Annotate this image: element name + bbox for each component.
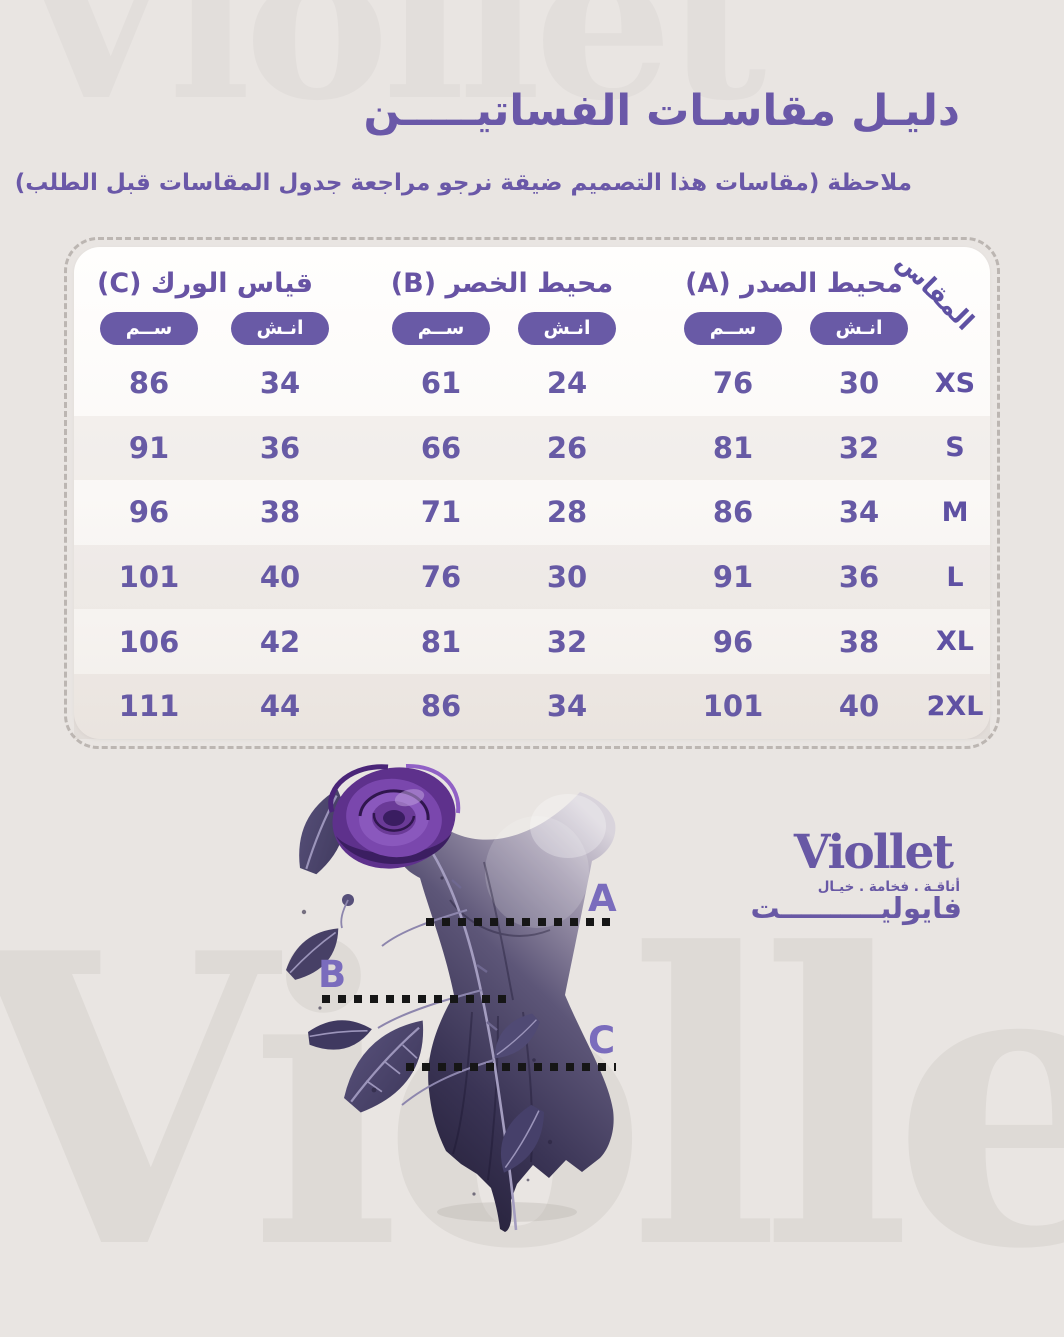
waist-inch-value: 34 <box>546 689 588 724</box>
table-row-xs: XS 30 76 24 61 34 86 <box>74 351 990 416</box>
column-group-hips: قياس الورك (C) <box>96 267 314 299</box>
hips-inch-value: 40 <box>259 560 301 595</box>
hips-inch-value: 44 <box>259 689 301 724</box>
table-unit-row: انـش ســم انـش ســم انـش ســم <box>74 305 990 351</box>
size-table: المقاس محيط الصدر (A) محيط الخصر (B) قيا… <box>64 237 1000 749</box>
waist-inch-value: 30 <box>546 560 588 595</box>
size-note: ملاحظة (مقاسات هذا التصميم ضيقة نرجو مرا… <box>14 170 912 196</box>
size-label: L <box>946 561 964 593</box>
measurement-label-waist: B <box>318 953 347 996</box>
table-card: المقاس محيط الصدر (A) محيط الخصر (B) قيا… <box>74 247 990 739</box>
hips-cm-value: 86 <box>128 366 170 401</box>
rose-leaves <box>286 789 544 1173</box>
waist-cm-value: 71 <box>420 495 462 530</box>
chest-cm-value: 96 <box>712 624 754 659</box>
measurement-line-waist <box>322 995 514 1003</box>
hips-inch-value: 36 <box>259 430 301 465</box>
hips-inch-value: 38 <box>259 495 301 530</box>
column-group-waist: محيط الخصر (B) <box>390 267 614 299</box>
chest-cm-value: 101 <box>702 689 764 724</box>
unit-pill-chest-inch: انـش <box>810 311 908 345</box>
waist-inch-value: 32 <box>546 624 588 659</box>
waist-cm-value: 66 <box>420 430 462 465</box>
chest-inch-value: 38 <box>838 624 880 659</box>
chest-cm-value: 86 <box>712 495 754 530</box>
unit-pill-waist-inch: انـش <box>518 311 616 345</box>
hips-inch-value: 42 <box>259 624 301 659</box>
size-label: XS <box>934 367 976 399</box>
size-label: M <box>941 496 969 528</box>
table-row-l: L 36 91 30 76 40 101 <box>74 544 990 610</box>
hips-inch-value: 34 <box>259 366 301 401</box>
measurement-label-chest: A <box>588 877 617 920</box>
table-row-m: M 34 86 28 71 38 96 <box>74 480 990 545</box>
chest-cm-value: 76 <box>712 366 754 401</box>
brand-tagline: أناقـة . فخامة . خيـال <box>817 879 960 896</box>
table-row-2xl: 2XL 40 101 34 86 44 111 <box>74 673 990 739</box>
unit-pill-waist-cm: ســم <box>392 311 490 345</box>
chest-inch-value: 34 <box>838 495 880 530</box>
chest-inch-value: 30 <box>838 366 880 401</box>
waist-cm-value: 81 <box>420 624 462 659</box>
waist-cm-value: 76 <box>420 560 462 595</box>
waist-inch-value: 28 <box>546 495 588 530</box>
measurement-label-hips: C <box>588 1019 616 1062</box>
chest-inch-value: 32 <box>838 430 880 465</box>
unit-pill-hips-inch: انـش <box>231 311 329 345</box>
dress-silhouette <box>398 792 616 1232</box>
chest-inch-value: 40 <box>838 689 880 724</box>
dress-illustration <box>286 763 616 1232</box>
rose-icon <box>328 763 461 869</box>
column-group-chest: محيط الصدر (A) <box>685 267 903 299</box>
unit-pill-hips-cm: ســم <box>100 311 198 345</box>
column-header-size-cell: المقاس <box>891 247 990 336</box>
waist-cm-value: 86 <box>420 689 462 724</box>
table-group-header-row: المقاس محيط الصدر (A) محيط الخصر (B) قيا… <box>74 247 990 336</box>
brand-logo: Viollet أناقـة . فخامة . خيـال فايوليـــ… <box>750 825 963 925</box>
page-title: دليـل مقاسـات الفساتيـــــن <box>363 86 960 136</box>
watermark-top: Viollet <box>10 0 767 149</box>
splatter-dots <box>301 876 553 1196</box>
hips-cm-value: 106 <box>118 624 180 659</box>
hips-cm-value: 111 <box>118 689 180 724</box>
size-label: 2XL <box>926 690 984 722</box>
waist-cm-value: 61 <box>420 366 462 401</box>
brand-name-en: Viollet <box>793 825 954 880</box>
measurement-line-hips <box>406 1063 616 1071</box>
chest-cm-value: 91 <box>712 560 754 595</box>
measurement-line-chest <box>426 918 618 926</box>
waist-inch-value: 24 <box>546 366 588 401</box>
size-label: XL <box>935 626 975 658</box>
chest-cm-value: 81 <box>712 430 754 465</box>
table-row-xl: XL 38 96 32 81 42 106 <box>74 609 990 674</box>
size-label: S <box>945 432 965 464</box>
hips-cm-value: 101 <box>118 560 180 595</box>
waist-inch-value: 26 <box>546 430 588 465</box>
unit-pill-chest-cm: ســم <box>684 311 782 345</box>
rose-stem <box>377 851 518 1231</box>
brand-name-ar: فايوليــــــــــت <box>750 890 963 925</box>
hips-cm-value: 96 <box>128 495 170 530</box>
table-row-s: S 32 81 26 66 36 91 <box>74 415 990 481</box>
chest-inch-value: 36 <box>838 560 880 595</box>
hips-cm-value: 91 <box>128 430 170 465</box>
